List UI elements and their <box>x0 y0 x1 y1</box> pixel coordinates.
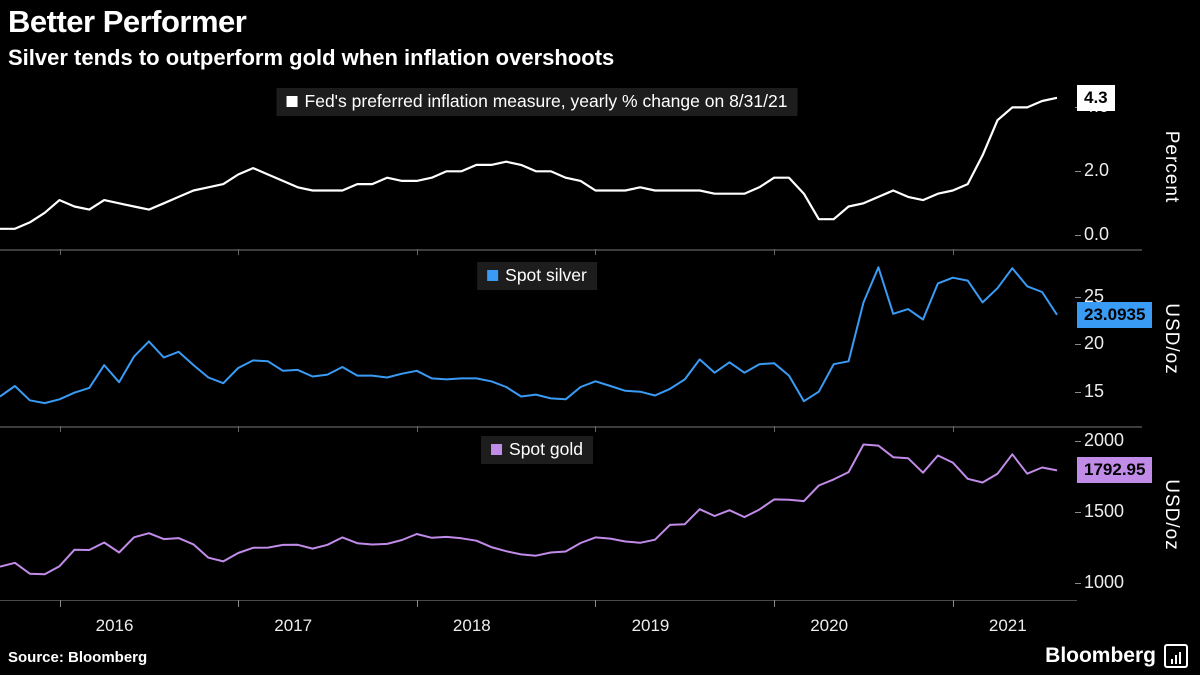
bloomberg-logo-text: Bloomberg <box>1045 644 1156 667</box>
legend-spot-gold: Spot gold <box>481 436 593 464</box>
separator-tick-mark <box>238 249 240 255</box>
x-tick-label: 2017 <box>274 616 313 635</box>
chart-title: Better Performer <box>8 4 247 39</box>
x-axis-line <box>0 600 1077 601</box>
x-tick-label: 2020 <box>810 616 849 635</box>
bloomberg-logo: Bloomberg <box>1045 644 1188 668</box>
y-tick-mark <box>1075 296 1081 298</box>
x-tick-mark <box>952 600 954 607</box>
x-tick-mark <box>595 600 597 607</box>
bloomberg-chart-icon <box>1164 644 1188 668</box>
x-tick-label: 2016 <box>95 616 134 635</box>
separator-tick-mark <box>774 249 776 255</box>
y-tick-label: 1500 <box>1084 501 1125 522</box>
y-tick-mark <box>1075 582 1081 584</box>
axis-unit-gold-usd-oz: USD/oz <box>1161 478 1182 551</box>
x-tick-label: 2019 <box>631 616 670 635</box>
separator-tick-mark <box>952 426 954 432</box>
separator-tick-mark <box>59 249 61 255</box>
chart-subtitle: Silver tends to outperform gold when inf… <box>8 45 615 70</box>
axis-unit-percent: Percent <box>1161 130 1182 203</box>
y-tick-label: 20 <box>1084 333 1105 354</box>
y-tick-label: 25 <box>1084 285 1105 306</box>
inflation-line <box>0 96 1058 230</box>
source-text: Source: Bloomberg <box>8 649 148 666</box>
y-tick-label: 1000 <box>1084 571 1125 592</box>
separator-tick-mark <box>952 249 954 255</box>
gold-swatch-icon <box>491 444 503 455</box>
silver-last-value-badge: 23.0935 <box>1077 301 1153 328</box>
y-tick-mark <box>1075 441 1081 443</box>
axis-unit-silver-usd-oz: USD/oz <box>1161 303 1182 375</box>
legend-spot-gold-label: Spot gold <box>509 439 583 459</box>
legend-spot-silver-label: Spot silver <box>505 265 587 285</box>
separator-tick-mark <box>774 426 776 432</box>
x-tick-mark <box>238 600 240 607</box>
y-tick-mark <box>1075 235 1081 237</box>
separator-tick-mark <box>416 249 418 255</box>
separator-tick-mark <box>59 426 61 432</box>
y-tick-mark <box>1075 171 1081 173</box>
inflation-swatch-icon <box>286 96 298 107</box>
y-tick-label: 2000 <box>1084 430 1125 451</box>
legend-spot-silver: Spot silver <box>477 262 597 290</box>
x-tick-label: 2021 <box>988 616 1027 635</box>
separator-tick-mark <box>595 426 597 432</box>
inflation-last-value-badge: 4.3 <box>1077 84 1115 111</box>
separator-tick-mark <box>416 426 418 432</box>
y-tick-label: 15 <box>1084 380 1105 401</box>
legend-inflation: Fed's preferred inflation measure, yearl… <box>276 88 798 116</box>
legend-inflation-label: Fed's preferred inflation measure, yearl… <box>304 91 788 111</box>
panel-separator-1 <box>0 249 1142 251</box>
x-tick-mark <box>774 600 776 607</box>
spot-silver-line <box>0 266 1058 405</box>
x-tick-mark <box>59 600 61 607</box>
panel-separator-2 <box>0 426 1142 428</box>
y-tick-mark <box>1075 512 1081 514</box>
y-tick-label: 0.0 <box>1084 224 1110 245</box>
spot-gold-line <box>0 443 1058 576</box>
separator-tick-mark <box>238 426 240 432</box>
separator-tick-mark <box>595 249 597 255</box>
y-tick-label: 2.0 <box>1084 160 1110 181</box>
y-tick-mark <box>1075 344 1081 346</box>
x-tick-label: 2018 <box>452 616 491 635</box>
gold-last-value-badge: 1792.95 <box>1077 457 1153 484</box>
silver-swatch-icon <box>487 270 499 281</box>
x-tick-mark <box>416 600 418 607</box>
y-tick-mark <box>1075 391 1081 393</box>
